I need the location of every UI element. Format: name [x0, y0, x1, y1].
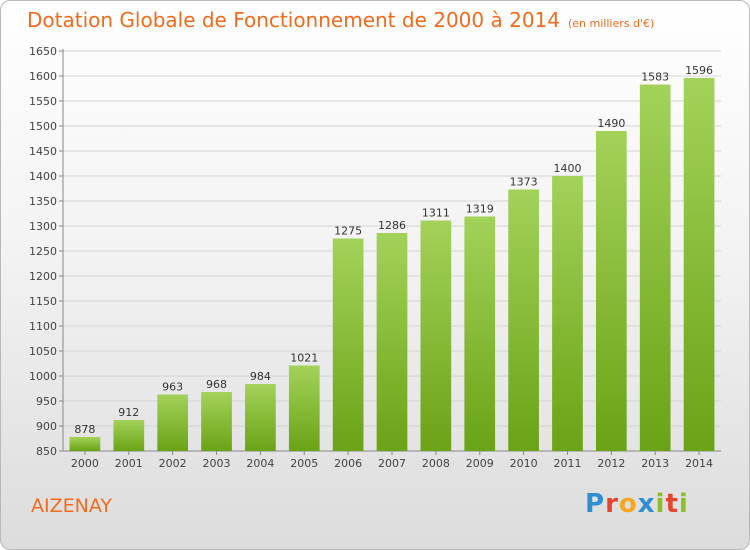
x-tick-label: 2000 [71, 457, 99, 470]
y-tick-label: 1600 [29, 70, 57, 83]
data-labels: 878 912 963 968 984 1021 1275 1286 1311 1319 1373 1… [74, 64, 713, 436]
chart-title: Dotation Globale de Fonctionnement de 20… [27, 8, 654, 32]
y-tick-label: 1150 [29, 295, 57, 308]
logo-letter: P [585, 489, 606, 519]
bar-2009 [464, 216, 496, 451]
bar-2005 [288, 365, 320, 451]
y-tick-label: 1550 [29, 95, 57, 108]
y-tick-label: 1200 [29, 270, 57, 283]
x-tick-label: 2001 [115, 457, 143, 470]
bar-2008 [420, 220, 452, 451]
y-tick-label: 850 [36, 445, 57, 458]
data-label-2012: 1490 [597, 117, 625, 130]
proxiti-logo: Proxiti [585, 489, 689, 519]
bar-2010 [508, 189, 539, 451]
x-tick-label: 2013 [641, 457, 669, 470]
data-label-2005: 1021 [290, 352, 318, 365]
bar-2011 [552, 176, 583, 451]
bar-2006 [332, 238, 364, 451]
location-name: AIZENAY [31, 495, 112, 517]
bar-2001 [113, 420, 145, 451]
x-tick-label: 2005 [290, 457, 318, 470]
bar-2003 [201, 392, 232, 451]
x-tick-label: 2007 [378, 457, 406, 470]
data-label-2010: 1373 [510, 176, 538, 189]
y-tick-label: 1450 [29, 145, 57, 158]
bar-2014 [683, 78, 715, 451]
x-tick-label: 2003 [203, 457, 231, 470]
y-tick-label: 1050 [29, 345, 57, 358]
y-tick-label: 1650 [29, 45, 57, 58]
y-tick-label: 1300 [29, 220, 57, 233]
unit-text: (en milliers d'€) [568, 17, 655, 30]
data-label-2011: 1400 [553, 162, 581, 175]
bar-2002 [157, 394, 189, 451]
y-tick-label: 950 [36, 395, 57, 408]
data-label-2000: 878 [74, 423, 95, 436]
x-tick-label: 2002 [159, 457, 187, 470]
bar-2012 [595, 131, 627, 451]
y-tick-label: 1400 [29, 170, 57, 183]
data-label-2014: 1596 [685, 64, 713, 77]
x-tick-label: 2006 [334, 457, 362, 470]
x-tick-label: 2011 [553, 457, 581, 470]
x-tick-label: 2008 [422, 457, 450, 470]
y-tick-label: 1100 [29, 320, 57, 333]
x-tick-label: 2004 [246, 457, 274, 470]
bar-2004 [245, 384, 276, 451]
logo-letter: i [678, 489, 689, 519]
logo-letter: x [637, 489, 656, 519]
bar-2000 [69, 437, 101, 451]
data-label-2003: 968 [206, 378, 227, 391]
x-tick-label: 2009 [466, 457, 494, 470]
bar-2013 [639, 84, 671, 451]
bars [69, 78, 715, 451]
data-label-2001: 912 [118, 406, 139, 419]
data-label-2008: 1311 [422, 207, 450, 220]
y-tick-label: 900 [36, 420, 57, 433]
logo-letter: r [605, 489, 619, 519]
logo-letter: t [665, 489, 679, 519]
bar-2007 [376, 233, 408, 451]
data-label-2009: 1319 [466, 203, 494, 216]
x-tick-label: 2014 [685, 457, 713, 470]
y-tick-label: 1000 [29, 370, 57, 383]
data-label-2013: 1583 [641, 71, 669, 84]
y-tick-label: 1500 [29, 120, 57, 133]
data-label-2007: 1286 [378, 219, 406, 232]
y-tick-label: 1250 [29, 245, 57, 258]
data-label-2004: 984 [250, 370, 271, 383]
logo-letter: i [655, 489, 666, 519]
data-label-2002: 963 [162, 381, 183, 394]
logo-letter: o [618, 489, 638, 519]
title-text: Dotation Globale de Fonctionnement de 20… [27, 8, 560, 32]
data-label-2006: 1275 [334, 225, 362, 238]
y-tick-label: 1350 [29, 195, 57, 208]
x-tick-label: 2010 [510, 457, 538, 470]
x-tick-label: 2012 [597, 457, 625, 470]
